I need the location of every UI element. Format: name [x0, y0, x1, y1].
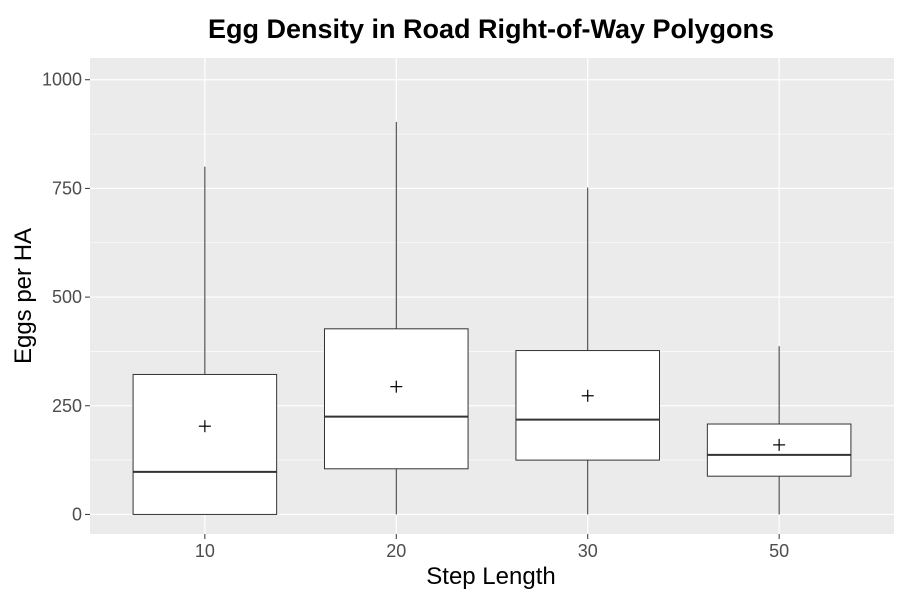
y-axis: 0 250 500 750 1000	[42, 70, 90, 524]
iqr-box	[324, 328, 469, 470]
y-tick-label: 250	[52, 396, 82, 416]
y-tick-label: 0	[72, 504, 82, 524]
x-axis-title: Step Length	[426, 563, 555, 590]
x-tick-label: 30	[578, 541, 598, 561]
box-20	[324, 121, 469, 515]
x-tick-label: 20	[386, 541, 406, 561]
x-tick-label: 10	[195, 541, 215, 561]
x-tick-label: 50	[769, 541, 789, 561]
box-50	[706, 346, 852, 515]
iqr-box	[515, 350, 661, 461]
y-axis-title: Eggs per HA	[10, 228, 37, 364]
x-axis: 10 20 30 50	[195, 534, 789, 561]
boxes-layer	[132, 121, 852, 515]
box-10	[132, 166, 278, 515]
y-tick-label: 500	[52, 287, 82, 307]
y-tick-label: 750	[52, 178, 82, 198]
iqr-box	[132, 373, 278, 515]
box-30	[515, 187, 661, 515]
y-tick-label: 1000	[42, 70, 82, 90]
chart-title: Egg Density in Road Right-of-Way Polygon…	[208, 14, 774, 44]
